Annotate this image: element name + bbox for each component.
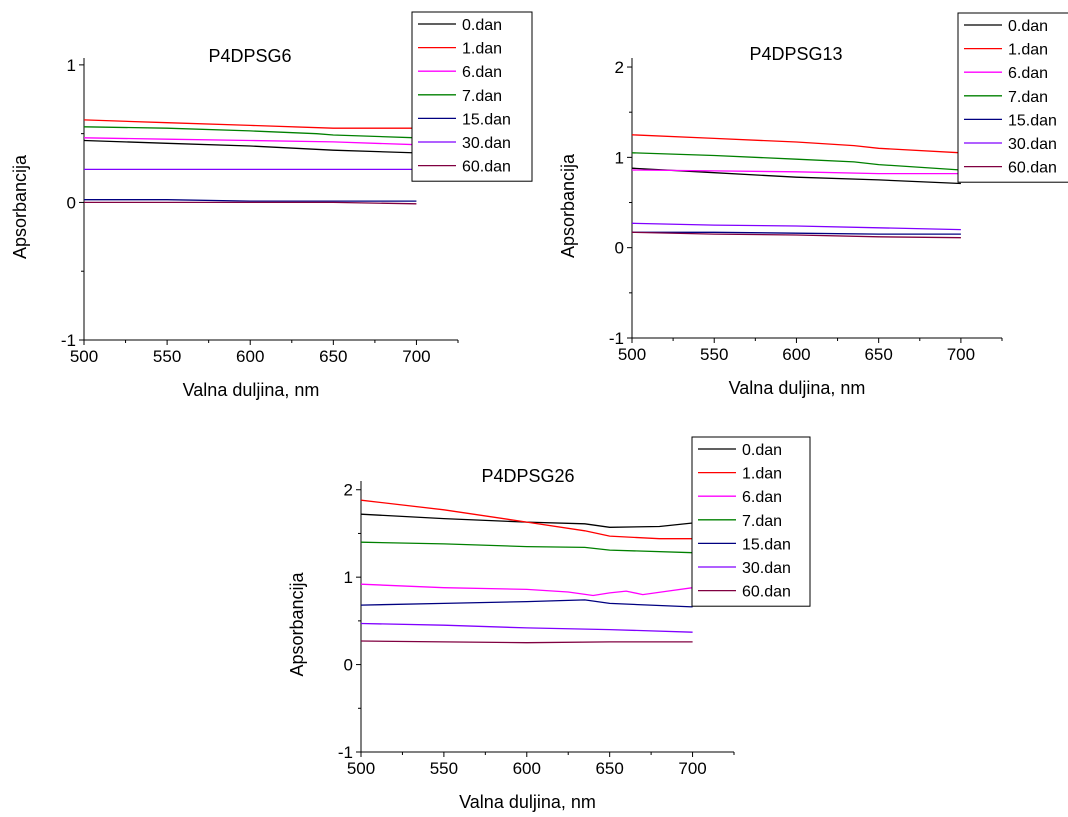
- x-tick-label: 600: [782, 345, 810, 364]
- legend-label: 0.dan: [1008, 18, 1048, 35]
- series-line-7-dan: [631, 152, 961, 171]
- legend-label: 7.dan: [462, 88, 502, 105]
- x-tick-label: 550: [700, 345, 728, 364]
- x-tick-label: 600: [513, 759, 541, 778]
- y-axis-label: Apsorbancija: [558, 153, 578, 258]
- legend-label: 6.dan: [1008, 65, 1048, 82]
- legend-label: 60.dan: [742, 584, 791, 601]
- y-tick-label: 1: [344, 568, 353, 587]
- y-axis-label: Apsorbancija: [287, 571, 307, 676]
- legend-label: 7.dan: [1008, 89, 1048, 106]
- series-line-7-dan: [360, 541, 693, 554]
- series-line-0-dan: [83, 139, 417, 154]
- legend-label: 30.dan: [462, 135, 511, 152]
- series-line-6-dan: [360, 583, 693, 597]
- legend: 0.dan 1.dan 6.dan 7.dan 15.dan 30.dan 60.dan: [691, 436, 811, 607]
- series-line-7-dan: [83, 126, 417, 139]
- legend: 0.dan 1.dan 6.dan 7.dan 15.dan 30.dan 60.dan: [957, 12, 1068, 183]
- series-line-1-dan: [631, 134, 961, 154]
- x-axis-label: Valna duljina, nm: [183, 380, 320, 400]
- y-tick-label: 2: [615, 58, 624, 77]
- x-axis-label: Valna duljina, nm: [459, 792, 596, 812]
- legend-label: 0.dan: [742, 442, 782, 459]
- chart-panel-3: 500 550 600 650 700 -1 0 1 2 Valna duljina, nm Aps…: [287, 436, 811, 812]
- series-line-15-dan: [360, 599, 693, 608]
- series-line-1-dan: [360, 499, 693, 540]
- legend-label: 1.dan: [462, 41, 502, 58]
- series-line-1-dan: [83, 119, 417, 129]
- legend-label: 6.dan: [462, 64, 502, 81]
- series-line-0-dan: [360, 513, 693, 528]
- legend-label: 6.dan: [742, 489, 782, 506]
- x-tick-label: 700: [678, 759, 706, 778]
- series-line-60-dan: [631, 231, 961, 239]
- legend-label: 60.dan: [462, 159, 511, 176]
- legend-label: 7.dan: [742, 513, 782, 530]
- y-tick-label: 0: [67, 193, 76, 212]
- y-tick-label: 1: [615, 148, 624, 167]
- series-line-30-dan: [360, 622, 693, 633]
- legend-box: [957, 12, 1068, 183]
- y-tick-label: 0: [615, 239, 624, 258]
- series-line-6-dan: [631, 169, 961, 175]
- x-tick-label: 650: [319, 347, 347, 366]
- y-axis-label: Apsorbancija: [10, 154, 30, 259]
- x-tick-label: 650: [595, 759, 623, 778]
- legend-label: 30.dan: [1008, 136, 1057, 153]
- legend-label: 15.dan: [1008, 112, 1057, 129]
- x-tick-label: 500: [618, 345, 646, 364]
- chart-panel-2: 500 550 600 650 700 -1 0 1 2 Valna duljina, nm Aps…: [558, 12, 1068, 398]
- chart-title: P4DPSG13: [749, 44, 842, 64]
- chart-title: P4DPSG26: [481, 466, 574, 486]
- series-line-60-dan: [84, 201, 417, 205]
- legend-label: 1.dan: [742, 466, 782, 483]
- x-tick-label: 500: [347, 759, 375, 778]
- legend-box: [691, 436, 811, 607]
- chart-title: P4DPSG6: [208, 46, 291, 66]
- y-tick-label: -1: [61, 331, 76, 350]
- legend-label: 30.dan: [742, 560, 791, 577]
- x-tick-label: 550: [430, 759, 458, 778]
- x-tick-label: 650: [864, 345, 892, 364]
- x-tick-label: 700: [947, 345, 975, 364]
- legend-label: 1.dan: [1008, 42, 1048, 59]
- series-line-15-dan: [84, 199, 417, 202]
- series-line-6-dan: [83, 137, 417, 146]
- chart-panel-1: 500 550 600 650 700 -1 0 1 Valna duljina, nm Apso…: [10, 11, 533, 400]
- y-tick-label: -1: [609, 329, 624, 348]
- x-tick-label: 600: [236, 347, 264, 366]
- y-tick-label: -1: [338, 743, 353, 762]
- series-line-15-dan: [632, 231, 961, 235]
- x-tick-label: 500: [70, 347, 98, 366]
- x-tick-label: 700: [402, 347, 430, 366]
- legend-label: 60.dan: [1008, 160, 1057, 177]
- y-tick-label: 2: [344, 481, 353, 500]
- y-tick-label: 0: [344, 656, 353, 675]
- x-axis-label: Valna duljina, nm: [729, 378, 866, 398]
- series-line-60-dan: [360, 640, 693, 644]
- legend-label: 0.dan: [462, 17, 502, 34]
- series-line-30-dan: [631, 222, 961, 231]
- legend-box: [411, 11, 533, 182]
- x-tick-label: 550: [153, 347, 181, 366]
- legend: 0.dan 1.dan 6.dan 7.dan 15.dan 30.dan 60.dan: [411, 11, 533, 182]
- y-tick-label: 1: [67, 56, 76, 75]
- legend-label: 15.dan: [742, 536, 791, 553]
- legend-label: 15.dan: [462, 111, 511, 128]
